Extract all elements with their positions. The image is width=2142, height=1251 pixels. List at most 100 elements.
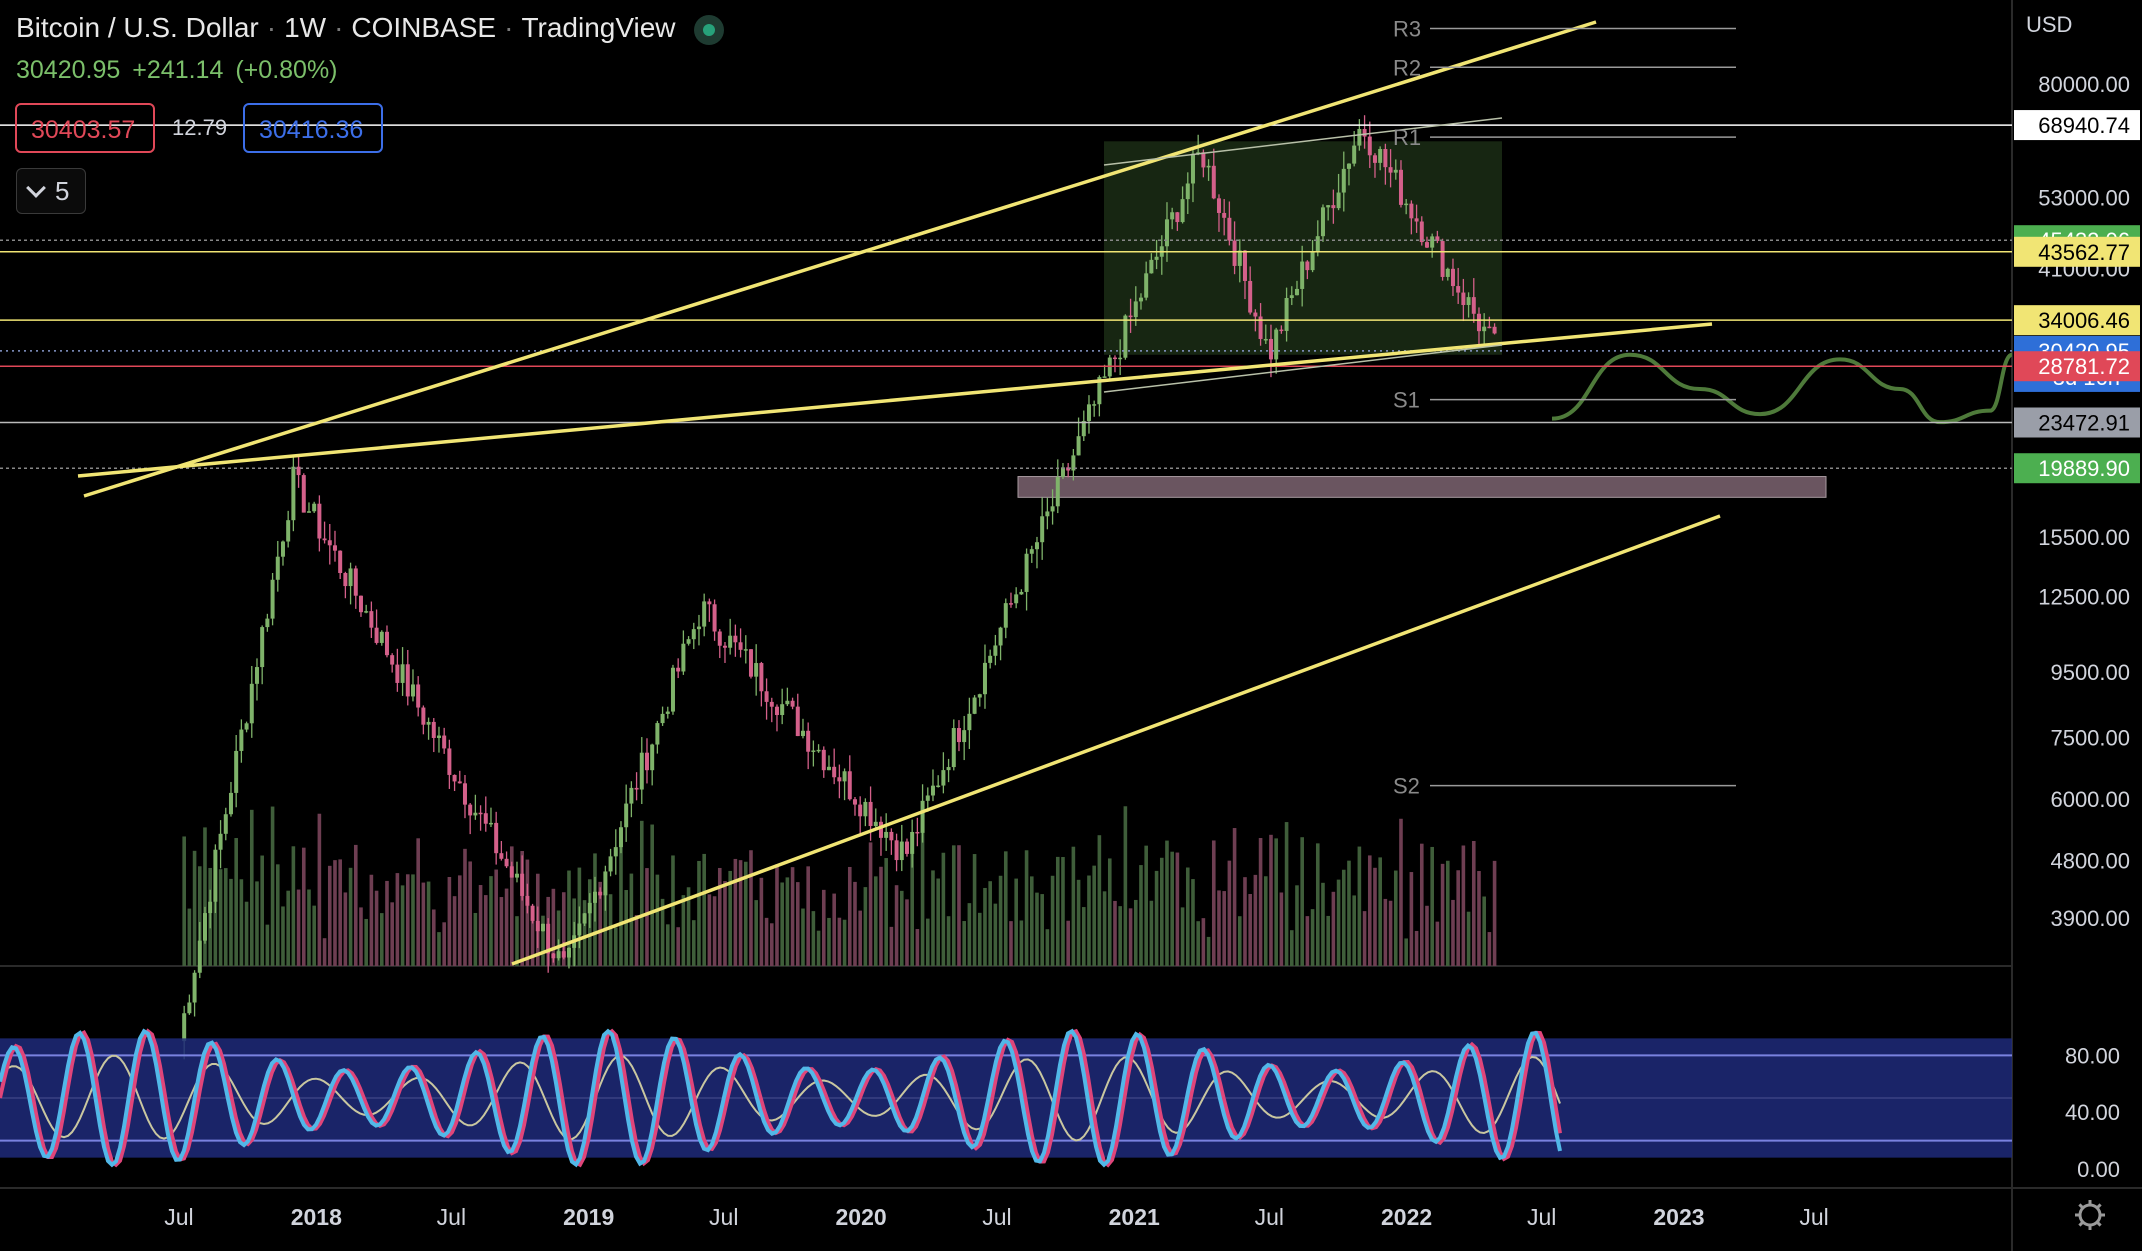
candle-body: [1476, 313, 1481, 332]
volume-bar: [582, 900, 587, 966]
x-tick-label: 2019: [563, 1204, 614, 1230]
volume-bar: [301, 847, 306, 966]
volume-bar: [821, 889, 826, 966]
candle-body: [702, 601, 707, 627]
volume-bar: [473, 912, 478, 966]
volume-bar: [348, 867, 353, 966]
candle-body: [889, 831, 894, 841]
candle-body: [1019, 591, 1024, 595]
volume-bar: [691, 920, 696, 966]
volume-bar: [1154, 870, 1159, 966]
candle-body: [1300, 261, 1305, 289]
candle-body: [1336, 192, 1341, 209]
volume-bar: [728, 870, 732, 966]
indicator-count: 5: [55, 176, 70, 206]
candle-body: [1175, 212, 1180, 223]
volume-bar: [1373, 867, 1377, 966]
symbol-name[interactable]: Bitcoin / U.S. Dollar: [16, 12, 259, 43]
volume-bar: [827, 917, 831, 966]
candle-body: [1435, 236, 1440, 242]
gear-tooth: [2078, 1203, 2084, 1209]
price-label-text: 68940.74: [2038, 113, 2130, 138]
candle-body: [1284, 297, 1289, 331]
volume-bar: [1445, 860, 1450, 966]
candle-body: [1107, 357, 1112, 377]
candle-body: [540, 923, 545, 932]
y-tick-label: 6000.00: [2050, 787, 2130, 812]
candle-body: [488, 822, 493, 825]
volume-bar: [1289, 930, 1294, 966]
price-change: +241.14: [132, 56, 224, 84]
volume-bar: [437, 932, 441, 966]
candle-body: [1206, 165, 1211, 168]
candle-body: [1305, 261, 1310, 271]
candle-body: [956, 728, 961, 743]
candle-body: [509, 866, 514, 878]
volume-bar: [1399, 818, 1403, 966]
candle-body: [644, 752, 649, 771]
candle-body: [187, 1002, 192, 1014]
volume-bar: [915, 929, 920, 966]
volume-bar: [780, 882, 784, 966]
y-tick-label: 12500.00: [2038, 584, 2130, 609]
chart-zones: [1017, 141, 2013, 498]
candle-body: [785, 700, 790, 705]
interval-label[interactable]: 1W: [284, 12, 327, 43]
candle-body: [977, 694, 982, 698]
candle-body: [249, 683, 254, 724]
horizontal-levels[interactable]: [0, 124, 2012, 469]
volume-bar: [905, 899, 909, 966]
candle-body: [1456, 286, 1461, 293]
x-tick-label: 2022: [1381, 1204, 1432, 1230]
indicators-toggle-button[interactable]: 5: [16, 168, 86, 214]
volume-bar: [733, 858, 738, 966]
x-tick-label: 2020: [835, 1204, 886, 1230]
candle-body: [837, 777, 842, 782]
settings-gear-icon[interactable]: [2075, 1200, 2105, 1230]
volume-bar: [327, 865, 332, 966]
volume-bar: [561, 892, 566, 966]
volume-bar: [702, 853, 706, 966]
volume-bar: [1310, 909, 1315, 966]
candle-body: [1388, 167, 1393, 173]
candle-body: [780, 704, 785, 716]
volume-bar: [624, 890, 628, 966]
candle-body: [1045, 511, 1050, 517]
volume-bar: [1248, 893, 1252, 966]
volume-bar: [899, 890, 904, 966]
volume-bar: [749, 850, 753, 966]
volume-bar: [312, 905, 316, 966]
candle-body: [842, 771, 847, 782]
volume-bar: [957, 845, 961, 966]
volume-bar: [707, 894, 712, 966]
candle-body: [613, 847, 618, 857]
volume-bar: [785, 877, 790, 966]
volume-bar: [712, 896, 717, 966]
volume-bar: [920, 830, 925, 966]
trendlines[interactable]: [77, 20, 1721, 966]
candle-body: [1071, 455, 1076, 471]
pivot-levels: R3 R2 R1 S1 S2: [1393, 17, 1736, 799]
buy-button[interactable]: 30416.36: [243, 103, 383, 153]
volume-bar: [275, 864, 280, 966]
volume-bar: [738, 860, 743, 966]
candle-body: [722, 645, 727, 648]
candle-body: [868, 801, 873, 827]
candle-body: [650, 744, 655, 771]
candle-body: [1294, 288, 1299, 296]
candle-body: [462, 783, 467, 805]
candle-body: [436, 735, 441, 738]
sell-button[interactable]: 30403.57: [15, 103, 155, 153]
candle-body: [1258, 316, 1263, 339]
candle-body: [1133, 301, 1138, 318]
market-status-icon: [693, 14, 724, 45]
candle-body: [1440, 241, 1445, 277]
x-tick-label: Jul: [1527, 1204, 1556, 1230]
volume-bar: [972, 854, 977, 966]
candle-body: [1393, 169, 1398, 173]
candle-body: [790, 700, 795, 707]
volume-bar: [556, 910, 561, 966]
candle-body: [899, 841, 904, 861]
candle-body: [748, 649, 753, 677]
